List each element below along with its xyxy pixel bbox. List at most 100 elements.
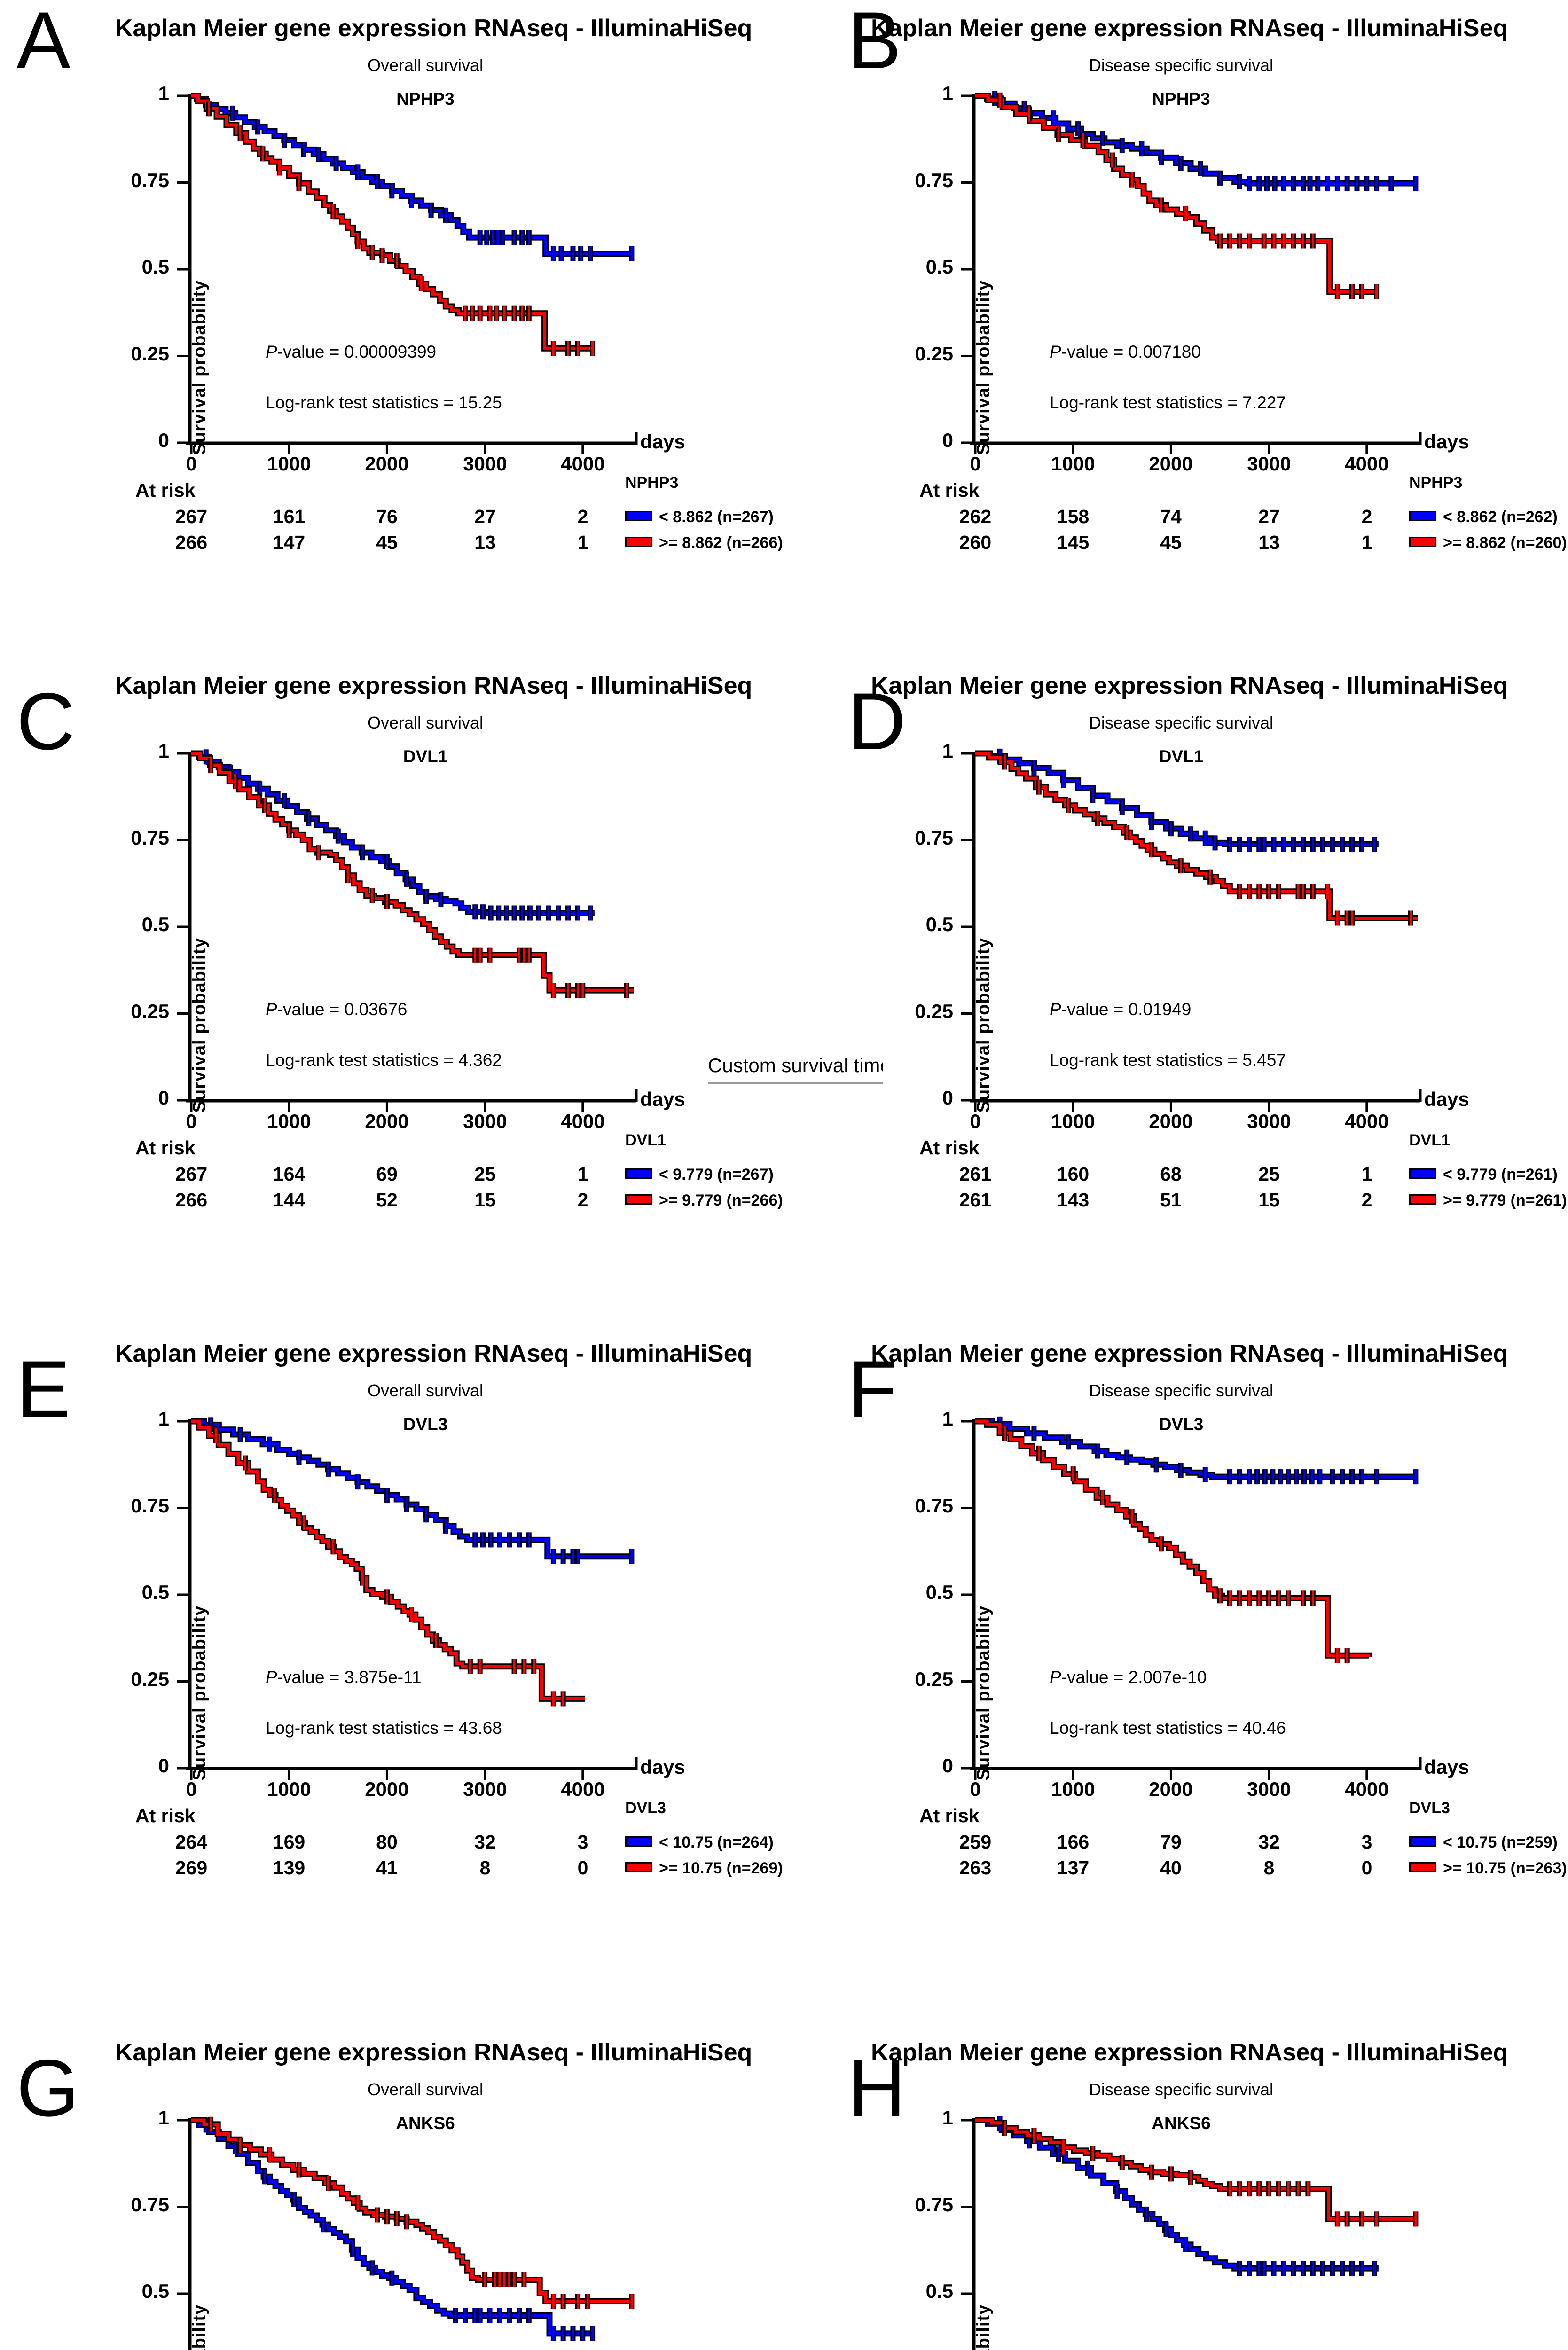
logrank-text: Log-rank test statistics = 43.68 (266, 1718, 502, 1738)
at-risk-count: 145 (1057, 532, 1090, 553)
at-risk-count: 139 (273, 1857, 306, 1879)
legend-label-low: < 9.779 (n=261) (1443, 1166, 1558, 1183)
p-value-text: P-value = 0.03676 (266, 1000, 407, 1019)
logrank-label: Log-rank test statistics = (1050, 393, 1243, 412)
at-risk-count: 15 (1258, 1189, 1280, 1211)
y-axis-label: Survival probability (974, 2304, 994, 2350)
legend-label-low: < 9.779 (n=267) (659, 1166, 774, 1183)
logrank-label: Log-rank test statistics = (266, 1050, 459, 1070)
y-tick-label: 0.75 (131, 1495, 169, 1517)
gene-name: NPHP3 (1152, 89, 1210, 109)
p-label: -value = (277, 1000, 345, 1019)
y-tick-label: 1 (158, 82, 169, 104)
at-risk-count: 262 (959, 506, 992, 527)
legend-swatch-high (625, 537, 652, 547)
y-tick-label: 0.75 (131, 827, 169, 849)
legend-swatch-low (1409, 1836, 1436, 1847)
chart-title: Kaplan Meier gene expression RNAseq - Il… (871, 1340, 1508, 1367)
at-risk-label: At risk (135, 1137, 196, 1159)
km-panel: C Kaplan Meier gene expression RNAseq - … (0, 658, 784, 1240)
at-risk-count: 3 (577, 1831, 588, 1853)
at-risk-count: 13 (1258, 532, 1280, 553)
x-tick-label: 0 (186, 1110, 197, 1132)
at-risk-count: 8 (1263, 1857, 1275, 1879)
at-risk-count: 1 (577, 532, 588, 553)
survival-type-subtitle: Overall survival (367, 1381, 484, 1400)
gene-name: ANKS6 (1152, 2114, 1211, 2133)
p-value: 0.007180 (1128, 342, 1201, 361)
p-italic: P (1050, 342, 1061, 361)
at-risk-count: 0 (577, 1857, 588, 1879)
at-risk-count: 144 (273, 1189, 306, 1211)
panel-letter: E (16, 1344, 71, 1434)
y-axis-label: Survival probability (190, 2304, 210, 2350)
x-tick-label: 3000 (463, 453, 507, 475)
x-axis-label: days (1424, 1756, 1469, 1778)
p-label: -value = (1061, 1000, 1129, 1019)
at-risk-count: 259 (959, 1831, 992, 1853)
at-risk-count: 2 (1361, 506, 1372, 527)
km-curve-high (975, 94, 1379, 294)
y-tick-label: 1 (158, 740, 169, 762)
logrank-text: Log-rank test statistics = 5.457 (1050, 1050, 1286, 1070)
logrank-label: Log-rank test statistics = (266, 393, 459, 412)
km-curve-high (191, 2118, 634, 2303)
x-tick-label: 1000 (1051, 1110, 1095, 1132)
at-risk-count: 25 (474, 1163, 496, 1185)
km-curve-high-outline (975, 93, 1379, 295)
y-tick-label: 0.75 (915, 1495, 953, 1517)
at-risk-count: 15 (474, 1189, 496, 1211)
x-tick-label: 2000 (1149, 1778, 1193, 1800)
at-risk-count: 0 (1361, 1857, 1372, 1879)
km-plot-canvas (177, 749, 638, 1112)
logrank-label: Log-rank test statistics = (1050, 1050, 1243, 1070)
gene-name: DVL1 (1159, 747, 1204, 766)
p-value: 0.03676 (344, 1000, 408, 1019)
km-curve-low (975, 752, 1379, 846)
y-tick-label: 0 (158, 1087, 169, 1109)
legend-title: DVL3 (625, 1799, 666, 1817)
at-risk-count: 45 (376, 532, 398, 553)
km-panel: F Kaplan Meier gene expression RNAseq - … (784, 1325, 1568, 1908)
at-risk-count: 147 (273, 532, 306, 553)
at-risk-count: 261 (959, 1163, 992, 1185)
km-curve-high-outline (191, 1418, 585, 1702)
p-label: -value = (277, 342, 345, 361)
custom-survival-time-control[interactable]: Custom survival time cu (708, 1054, 883, 1084)
legend-label-high: >= 8.862 (n=266) (659, 534, 783, 552)
km-panel: A Kaplan Meier gene expression RNAseq - … (0, 0, 784, 583)
gene-name: DVL1 (403, 747, 448, 766)
p-value-text: P-value = 3.875e-11 (266, 1668, 422, 1687)
x-tick-label: 2000 (365, 1778, 409, 1800)
logrank-label: Log-rank test statistics = (1050, 1718, 1243, 1738)
y-tick-label: 1 (942, 2107, 953, 2129)
x-axis-label: days (640, 1088, 685, 1110)
x-tick-label: 1000 (1051, 453, 1095, 475)
at-risk-count: 137 (1057, 1857, 1090, 1879)
x-tick-label: 4000 (1345, 1110, 1389, 1132)
km-curve-low (191, 94, 634, 256)
y-tick-label: 0.25 (915, 1668, 953, 1690)
x-axis-label: days (1424, 1088, 1469, 1110)
at-risk-count: 266 (175, 532, 208, 553)
p-italic: P (266, 1000, 277, 1019)
y-axis-label: Survival probability (189, 1605, 210, 1781)
survival-type-subtitle: Overall survival (367, 713, 484, 732)
at-risk-count: 267 (175, 1163, 208, 1185)
at-risk-count: 13 (474, 532, 496, 553)
km-curve-high (975, 752, 1418, 920)
x-axis-label: days (640, 1756, 685, 1778)
legend-label-high: >= 10.75 (n=263) (1443, 1859, 1567, 1877)
p-value-text: P-value = 0.01949 (1050, 1000, 1191, 1019)
y-axis-label: Survival probability (973, 1605, 994, 1781)
p-label: -value = (1061, 1668, 1129, 1687)
y-tick-label: 1 (942, 1408, 953, 1430)
at-risk-count: 266 (175, 1189, 208, 1211)
y-tick-label: 0.5 (141, 913, 169, 935)
y-tick-label: 1 (158, 2107, 169, 2129)
x-tick-label: 1000 (267, 1110, 311, 1132)
logrank-text: Log-rank test statistics = 4.362 (266, 1050, 502, 1070)
p-italic: P (266, 342, 277, 361)
y-tick-label: 0.25 (915, 1000, 953, 1022)
y-tick-label: 0.5 (925, 1581, 953, 1603)
